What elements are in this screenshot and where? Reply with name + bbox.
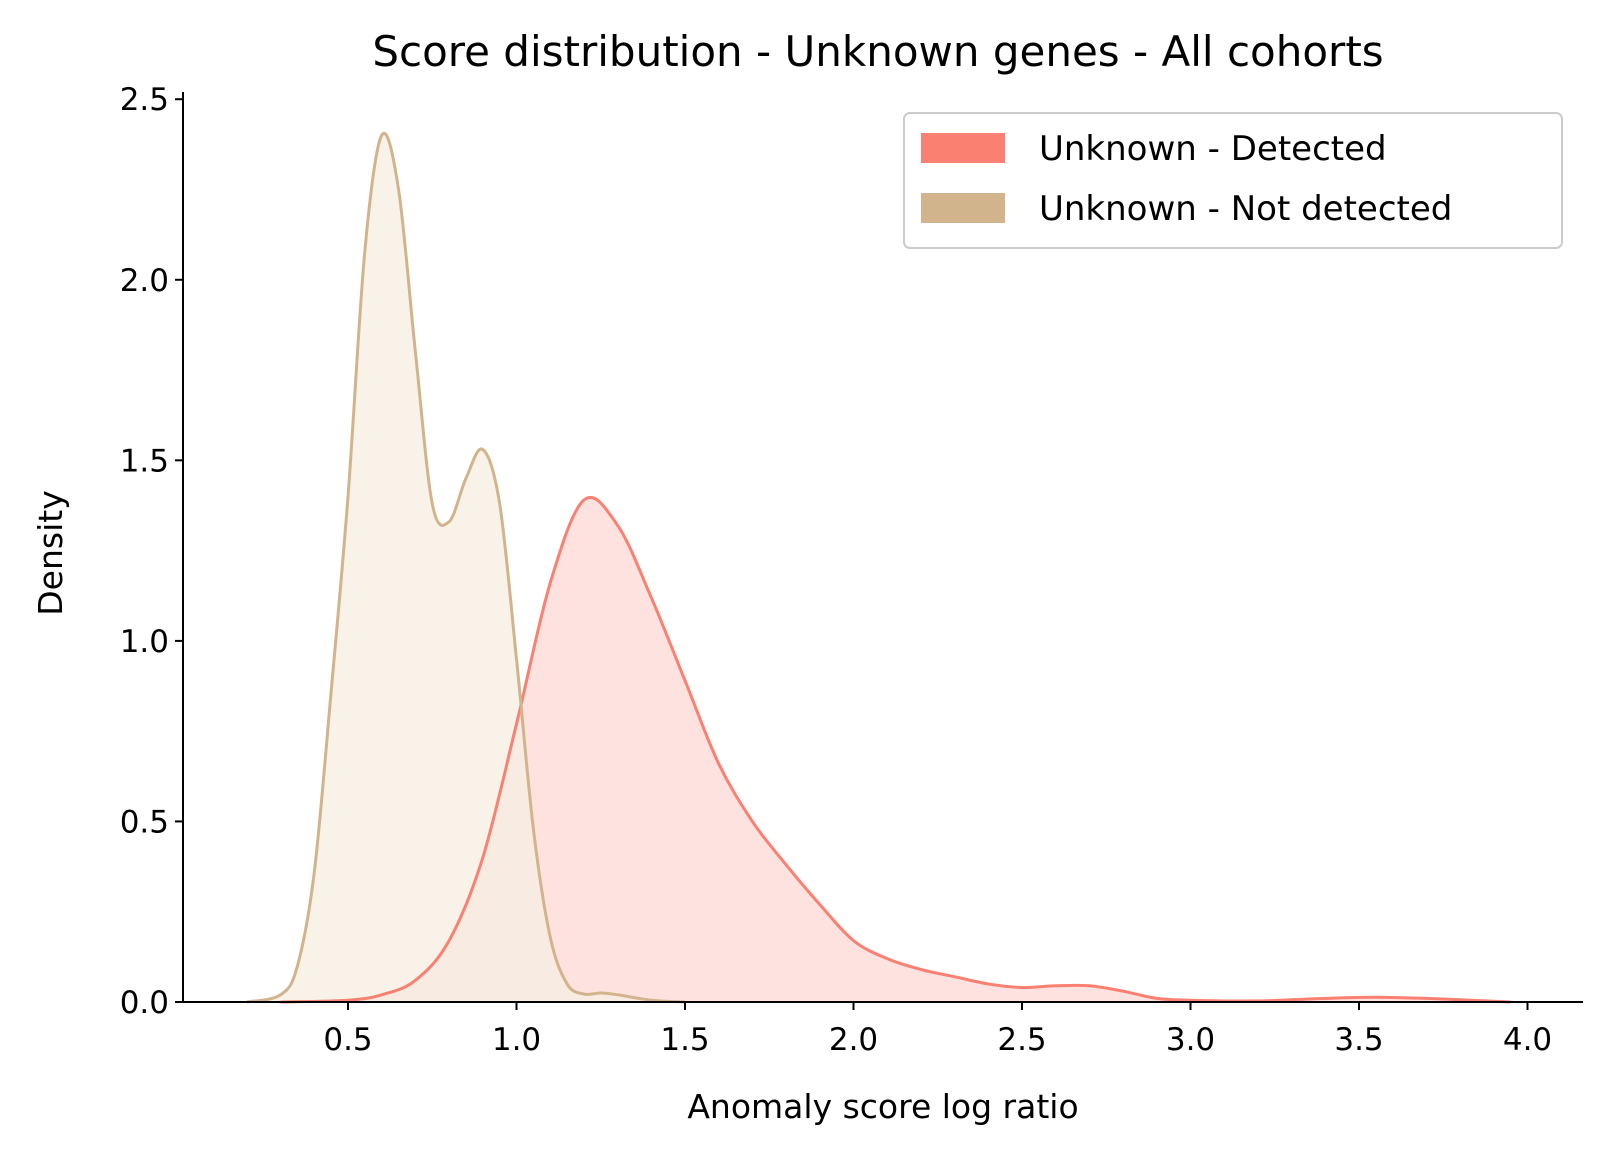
legend-items: Unknown - Detected Unknown - Not detected: [921, 129, 1452, 229]
series-0-line: [280, 496, 1511, 1004]
x-tick-label: 1.0: [492, 1022, 541, 1058]
x-tick-label: 2.0: [829, 1022, 878, 1058]
series-1-area: [246, 133, 685, 1002]
y-axis-label: Density: [31, 490, 70, 615]
legend-swatch-0: [921, 133, 1005, 163]
chart-title: Score distribution - Unknown genes - All…: [372, 27, 1383, 76]
x-tick-label: 4.0: [1503, 1022, 1552, 1058]
x-axis-label: Anomaly score log ratio: [687, 1087, 1078, 1126]
y-tick-label: 1.5: [120, 443, 169, 479]
axes: 0.5 1.0 1.5 2.0 2.5 3.0 3.5 4.0 0.0 0.5 1.0 1.5 2.0…: [120, 82, 1583, 1058]
y-tick-label: 1.0: [120, 624, 169, 660]
series-0-area: [280, 497, 1511, 1002]
x-ticks: 0.5 1.0 1.5 2.0 2.5 3.0 3.5 4.0: [323, 1002, 1552, 1058]
legend-frame: [903, 112, 1563, 249]
y-tick-label: 2.0: [120, 263, 169, 299]
series-1-line: [246, 131, 686, 1004]
x-tick-label: 3.5: [1334, 1022, 1383, 1058]
y-tick-label: 0.0: [120, 985, 169, 1021]
legend-label-1: Unknown - Not detected: [1039, 189, 1452, 229]
plot-area: [246, 131, 1511, 1004]
y-tick-label: 0.5: [120, 804, 169, 840]
legend: Unknown - Detected Unknown - Not detected: [903, 112, 1563, 249]
x-tick-label: 3.0: [1166, 1022, 1215, 1058]
legend-label-0: Unknown - Detected: [1039, 129, 1387, 169]
x-tick-label: 2.5: [997, 1022, 1046, 1058]
x-tick-label: 1.5: [660, 1022, 709, 1058]
legend-swatch-1: [921, 193, 1005, 223]
y-tick-label: 2.5: [120, 82, 169, 118]
y-ticks: 0.0 0.5 1.0 1.5 2.0 2.5: [120, 82, 183, 1021]
x-tick-label: 0.5: [323, 1022, 372, 1058]
